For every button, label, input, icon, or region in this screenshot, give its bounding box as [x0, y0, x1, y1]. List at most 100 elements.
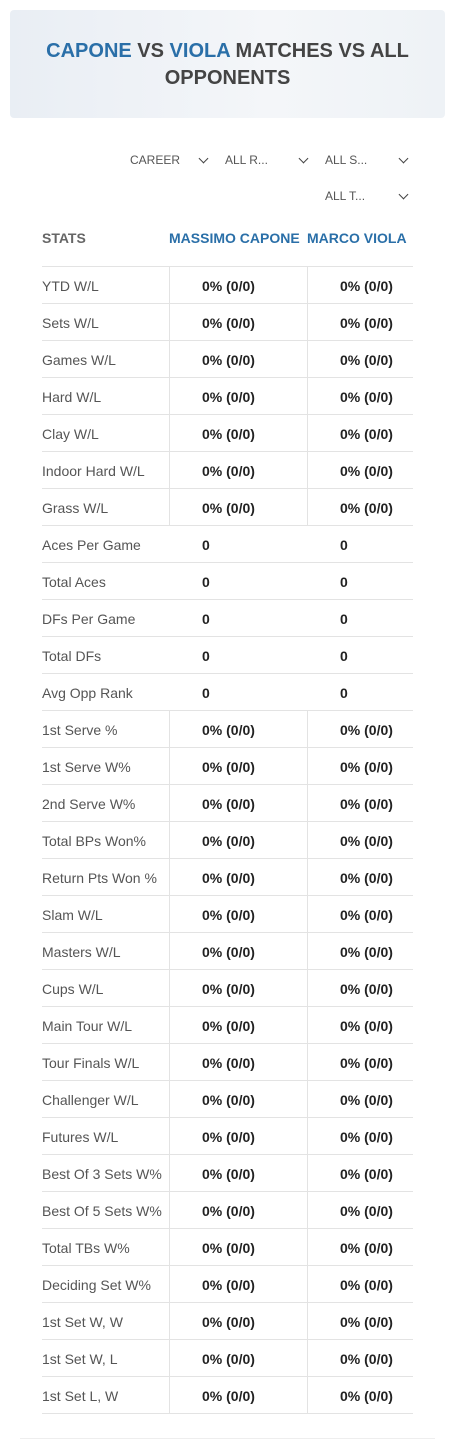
- cell-divider: [169, 1044, 170, 1081]
- stat-value: 0% (0/0): [202, 759, 255, 775]
- stat-value: 0% (0/0): [340, 426, 393, 442]
- chevron[interactable]: [398, 189, 409, 200]
- cell-divider: [307, 304, 308, 341]
- stat-label: 1st Set L, W: [42, 1388, 119, 1404]
- divider: [20, 1438, 435, 1439]
- table-row: Aces Per Game 0 0: [42, 525, 413, 563]
- cell-divider: [307, 1007, 308, 1044]
- stat-value: 0% (0/0): [202, 1129, 255, 1145]
- cell-divider: [169, 859, 170, 896]
- cell-divider: [307, 896, 308, 933]
- stat-value: 0% (0/0): [202, 500, 255, 516]
- stat-label: Cups W/L: [42, 981, 104, 997]
- cell-divider: [169, 748, 170, 785]
- table-row: 1st Set L, W 0% (0/0) 0% (0/0): [42, 1376, 413, 1414]
- stat-label: 1st Serve %: [42, 722, 118, 738]
- stat-label: Total BPs Won%: [42, 833, 147, 849]
- cell-divider: [307, 415, 308, 452]
- cell-divider: [169, 267, 170, 304]
- cell-divider: [169, 1303, 170, 1340]
- stat-label: Best Of 3 Sets W%: [42, 1166, 162, 1182]
- cell-divider: [169, 1007, 170, 1044]
- stat-value: 0% (0/0): [202, 1277, 255, 1293]
- cell-divider: [307, 341, 308, 378]
- table-row: YTD W/L 0% (0/0) 0% (0/0): [42, 266, 413, 304]
- player2[interactable]: VIOLA: [169, 40, 230, 62]
- stat-value: 0% (0/0): [340, 907, 393, 923]
- cell-divider: [307, 822, 308, 859]
- cell-divider: [169, 896, 170, 933]
- stat-label: YTD W/L: [42, 278, 99, 294]
- cell-divider: [307, 267, 308, 304]
- stat-label: Total DFs: [42, 648, 102, 664]
- stat-label: Avg Opp Rank: [42, 685, 133, 701]
- table-row: Total BPs Won% 0% (0/0) 0% (0/0): [42, 821, 413, 859]
- stat-label: 1st Set W, L: [42, 1351, 118, 1367]
- cell-divider: [169, 304, 170, 341]
- cell-divider: [169, 378, 170, 415]
- cell-divider: [307, 1303, 308, 1340]
- filter[interactable]: ALL T...: [325, 189, 366, 203]
- stat-value: 0% (0/0): [202, 1203, 255, 1219]
- stat-value: 0: [202, 648, 210, 664]
- stat-value: 0% (0/0): [340, 1092, 393, 1108]
- stat-value: 0% (0/0): [202, 278, 255, 294]
- stat-value: 0% (0/0): [202, 352, 255, 368]
- cell-divider: [169, 1266, 170, 1303]
- stat-value: 0% (0/0): [202, 981, 255, 997]
- chevron[interactable]: [298, 153, 309, 164]
- table-row: Clay W/L 0% (0/0) 0% (0/0): [42, 414, 413, 452]
- table-row: Main Tour W/L 0% (0/0) 0% (0/0): [42, 1006, 413, 1044]
- table-row: Deciding Set W% 0% (0/0) 0% (0/0): [42, 1265, 413, 1303]
- cell-divider: [169, 1192, 170, 1229]
- stat-value: 0: [340, 685, 348, 701]
- stat-value: 0% (0/0): [340, 1166, 393, 1182]
- stat-label: Tour Finals W/L: [42, 1055, 140, 1071]
- stat-label: Total TBs W%: [42, 1240, 130, 1256]
- chevron[interactable]: [198, 153, 209, 164]
- stat-value: 0% (0/0): [202, 722, 255, 738]
- table-row: Total TBs W% 0% (0/0) 0% (0/0): [42, 1228, 413, 1266]
- stat-label: Best Of 5 Sets W%: [42, 1203, 162, 1219]
- stat-value: 0: [202, 611, 210, 627]
- cell-divider: [169, 711, 170, 748]
- stat-value: 0% (0/0): [340, 796, 393, 812]
- stat-label: Main Tour W/L: [42, 1018, 132, 1034]
- stat-value: 0% (0/0): [340, 870, 393, 886]
- cell-divider: [307, 452, 308, 489]
- stat-value: 0: [340, 611, 348, 627]
- table-row: Total Aces 0 0: [42, 562, 413, 600]
- stat-label: 1st Set W, W: [42, 1314, 123, 1330]
- cell-divider: [307, 1266, 308, 1303]
- filter[interactable]: CAREER: [130, 153, 181, 167]
- filter[interactable]: ALL S...: [325, 153, 368, 167]
- header: CAPONE VS VIOLA MATCHES VS ALL OPPONENTS: [10, 10, 445, 118]
- table-row: 1st Set W, L 0% (0/0) 0% (0/0): [42, 1339, 413, 1377]
- stat-label: Indoor Hard W/L: [42, 463, 145, 479]
- stat-value: 0% (0/0): [202, 1314, 255, 1330]
- cell-divider: [307, 1044, 308, 1081]
- cell-divider: [169, 785, 170, 822]
- stat-label: 2nd Serve W%: [42, 796, 136, 812]
- cell-divider: [169, 415, 170, 452]
- stat-value: 0% (0/0): [340, 352, 393, 368]
- cell-divider: [307, 748, 308, 785]
- stat-value: 0% (0/0): [202, 1055, 255, 1071]
- stat-value: 0% (0/0): [340, 1351, 393, 1367]
- stat-label: DFs Per Game: [42, 611, 136, 627]
- stat-value: 0% (0/0): [202, 1018, 255, 1034]
- column-header[interactable]: MARCO VIOLA: [307, 230, 407, 246]
- table-row: Games W/L 0% (0/0) 0% (0/0): [42, 340, 413, 378]
- chevron[interactable]: [398, 153, 409, 164]
- stat-value: 0% (0/0): [202, 315, 255, 331]
- table-row: Grass W/L 0% (0/0) 0% (0/0): [42, 488, 413, 526]
- cell-divider: [307, 1340, 308, 1377]
- cell-divider: [169, 1118, 170, 1155]
- column-header[interactable]: MASSIMO CAPONE: [169, 230, 300, 246]
- filter[interactable]: ALL R...: [225, 153, 268, 167]
- stat-value: 0% (0/0): [202, 426, 255, 442]
- stat-value: 0% (0/0): [202, 1092, 255, 1108]
- player1[interactable]: CAPONE: [46, 40, 132, 62]
- table-row: Futures W/L 0% (0/0) 0% (0/0): [42, 1117, 413, 1155]
